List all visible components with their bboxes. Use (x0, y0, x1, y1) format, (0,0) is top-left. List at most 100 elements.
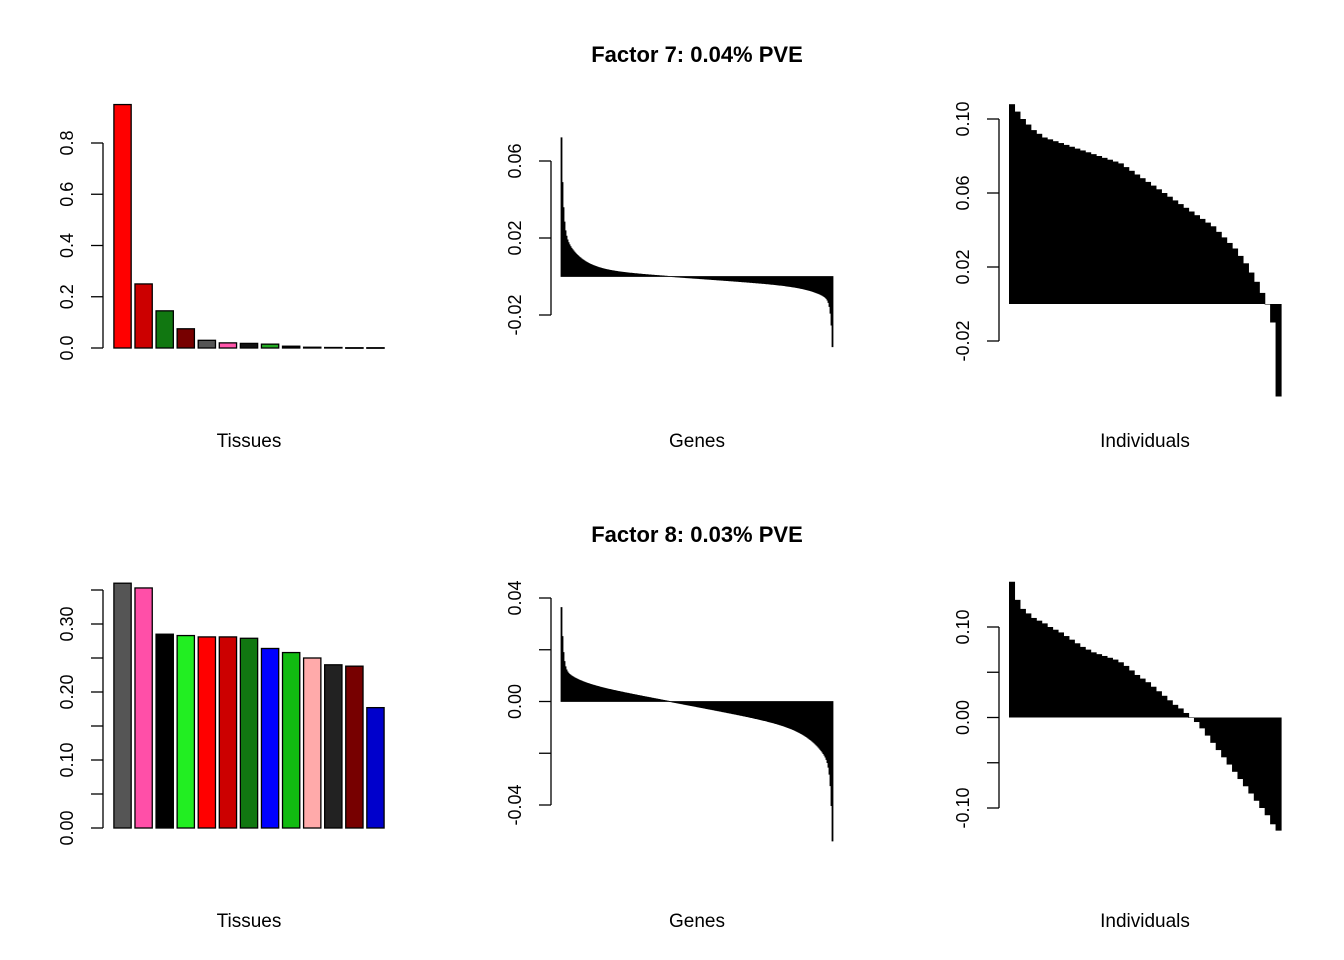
individual-bar (1074, 148, 1081, 304)
bar (197, 636, 217, 829)
individual-bar (1177, 204, 1184, 304)
bar (176, 634, 196, 829)
individual-bar (1259, 717, 1266, 808)
individual-bar (1074, 643, 1081, 718)
individual-bar (1161, 695, 1168, 718)
bar (239, 342, 259, 349)
factor-8-tissues-panel: 0.00 0.10 0.20 0.30 (57, 582, 385, 846)
individual-bar (1183, 207, 1190, 304)
individual-bar (1232, 717, 1239, 772)
y-tick-label: 0.4 (57, 233, 77, 258)
individual-bar (1117, 163, 1124, 304)
individual-bar (1112, 161, 1119, 304)
y-tick-label: 0.10 (953, 609, 973, 644)
individual-bar (1068, 146, 1075, 304)
factor-8-title: Factor 8: 0.03% PVE (591, 522, 803, 547)
individual-bar (1161, 193, 1168, 304)
individual-bar (1204, 717, 1211, 736)
y-tick-label: 0.06 (953, 175, 973, 210)
individual-bar (1204, 222, 1211, 304)
individual-bar (1106, 657, 1113, 718)
individual-bar (1177, 708, 1184, 718)
individual-bar (1019, 608, 1026, 718)
individual-bar (1090, 154, 1097, 304)
y-tick-label: 0.02 (953, 249, 973, 284)
individual-bar (1041, 623, 1048, 718)
individual-bar (1041, 137, 1048, 304)
bar (239, 637, 259, 829)
y-tick-label: 0.8 (57, 130, 77, 155)
individual-bar (1085, 152, 1092, 304)
individual-bar (1270, 717, 1277, 825)
individual-bar (1242, 263, 1249, 304)
individual-bar (1226, 717, 1233, 765)
bar (176, 328, 196, 349)
individual-bar (1275, 717, 1282, 831)
individual-bar (1150, 185, 1157, 304)
individual-bar (1085, 649, 1092, 718)
individual-bar (1264, 717, 1271, 816)
individual-bar (1079, 150, 1086, 304)
y-tick-label: 0.02 (505, 220, 525, 255)
individual-bar (1237, 717, 1244, 780)
x-label-individuals-factor-8: Individuals (1100, 911, 1190, 932)
gene-loading-area (560, 137, 834, 348)
individual-bar (1155, 691, 1162, 718)
bar (281, 345, 301, 349)
individual-bar (1112, 659, 1119, 718)
individual-bar (1101, 655, 1108, 718)
individual-bar (1030, 130, 1037, 304)
x-label-individuals-factor-7: Individuals (1100, 431, 1190, 452)
individual-bar (1117, 662, 1124, 718)
factor-7-title: Factor 7: 0.04% PVE (591, 42, 803, 67)
bar (302, 346, 322, 349)
x-label-tissues-factor-8: Tissues (217, 911, 282, 932)
individual-bar (1193, 717, 1200, 723)
individual-bar (1068, 639, 1075, 718)
individual-bar (1248, 272, 1255, 304)
individual-bar (1030, 617, 1037, 718)
individual-bar (1128, 170, 1135, 304)
bar (134, 283, 153, 349)
bar (113, 103, 132, 349)
x-label-genes-factor-8: Genes (669, 911, 725, 932)
bar (281, 651, 301, 829)
individual-bar (1019, 119, 1026, 304)
individual-bar (1188, 211, 1195, 304)
individual-bar (1232, 248, 1239, 304)
y-tick-label: 0.30 (57, 606, 77, 641)
individual-bar (1047, 627, 1054, 718)
individual-bar (1248, 717, 1255, 794)
y-tick-label: 0.0 (57, 335, 77, 360)
individual-bar (1188, 717, 1195, 718)
factor-7-individuals-panel: -0.02 0.02 0.06 0.10 (953, 101, 1282, 397)
individual-bar (1139, 678, 1146, 718)
individual-bar (1242, 717, 1249, 787)
individual-bar (1183, 712, 1190, 718)
individual-bar (1014, 599, 1021, 718)
individual-bar (1226, 242, 1233, 304)
individual-bar (1193, 215, 1200, 304)
y-tick-label: 0.06 (505, 143, 525, 178)
individual-bar (1221, 237, 1228, 304)
individual-bar (1036, 133, 1043, 304)
y-tick-label: 0.2 (57, 284, 77, 309)
individual-bar (1014, 111, 1021, 304)
bar (366, 706, 385, 829)
individual-bar (1063, 636, 1070, 718)
y-tick-label: -0.04 (505, 784, 525, 825)
individual-bar (1123, 665, 1130, 718)
individual-bar (1155, 189, 1162, 304)
y-tick-label: 0.6 (57, 182, 77, 207)
individual-bar (1215, 717, 1222, 751)
individual-bar (1025, 613, 1032, 718)
bar (134, 587, 153, 829)
bar (366, 347, 385, 349)
individual-bar (1079, 646, 1086, 718)
individual-bar (1096, 156, 1103, 304)
bar (155, 633, 174, 829)
individual-bar (1139, 178, 1146, 304)
factor-7-tissues-panel: 0.0 0.2 0.4 0.6 0.8 (57, 103, 385, 361)
y-tick-label: -0.02 (505, 294, 525, 335)
bar (218, 342, 238, 349)
